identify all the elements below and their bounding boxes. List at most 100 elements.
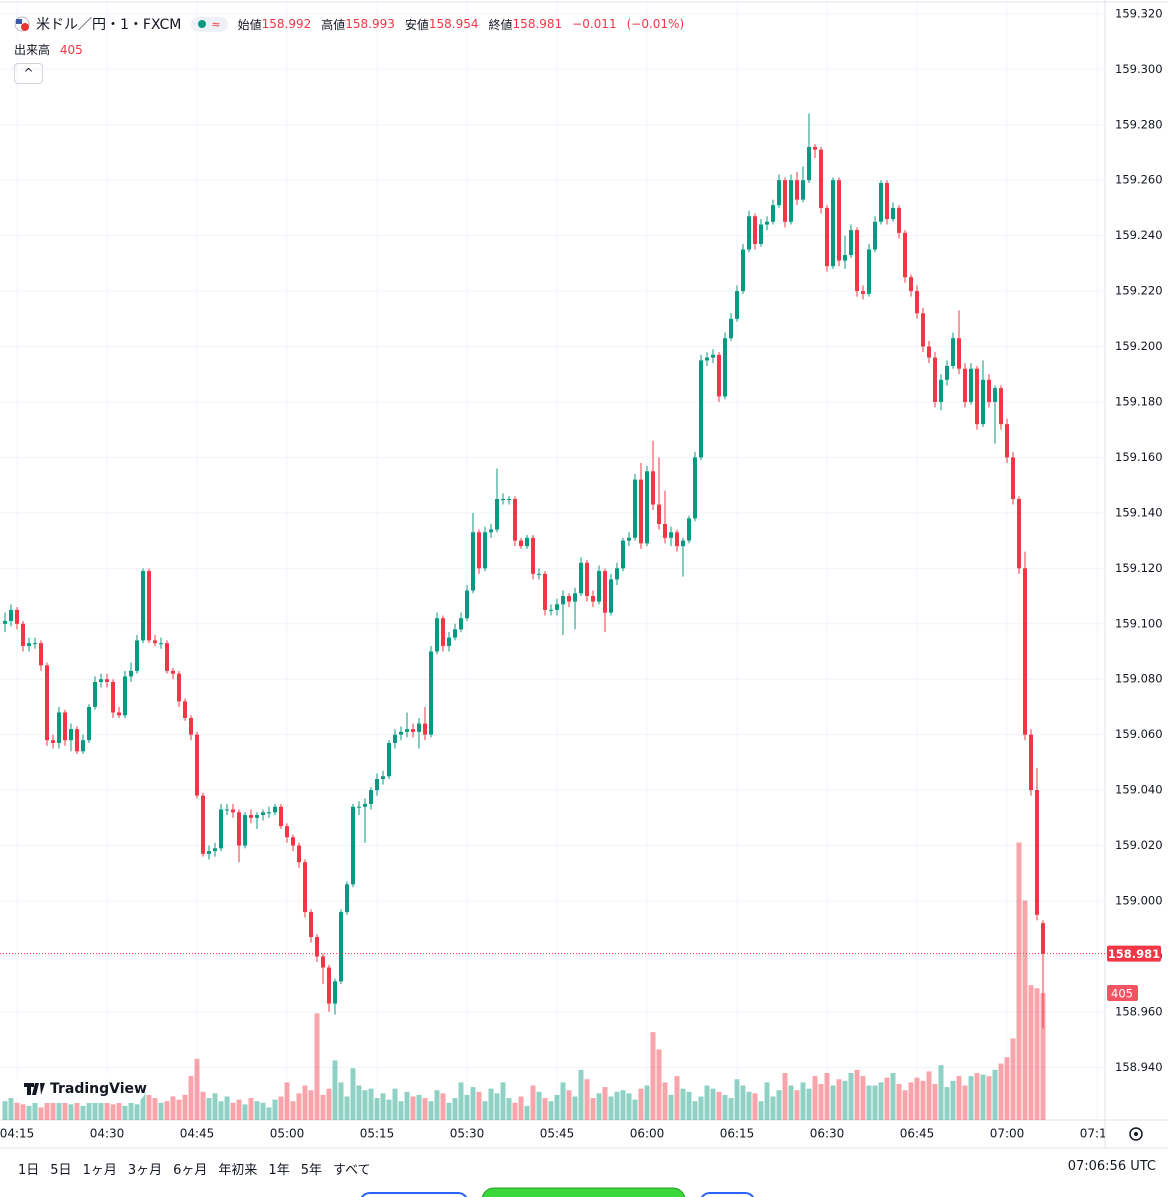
candle-body bbox=[627, 537, 631, 541]
gear[interactable] bbox=[1129, 1127, 1143, 1141]
candle-body bbox=[405, 729, 409, 732]
candle-body bbox=[585, 562, 589, 597]
candle-body bbox=[363, 803, 367, 807]
volume-bar bbox=[530, 1085, 536, 1120]
candle-body bbox=[279, 806, 283, 827]
candle-body bbox=[267, 812, 271, 814]
candle-body bbox=[741, 249, 745, 292]
volume-bar bbox=[860, 1076, 866, 1120]
volume-bar bbox=[362, 1090, 368, 1120]
volume-bar bbox=[50, 1099, 56, 1120]
last-price-box bbox=[1107, 945, 1161, 962]
period-button[interactable]: 6ヶ月 bbox=[173, 1163, 208, 1178]
collapse-button[interactable]: ^ bbox=[14, 63, 43, 84]
volume-bar bbox=[926, 1071, 932, 1120]
x-tick-label: 07:00 bbox=[990, 1127, 1025, 1141]
status-badge[interactable]: ≈ bbox=[191, 16, 228, 32]
volume-bar bbox=[272, 1099, 278, 1120]
y-tick-label: 159.200 bbox=[1115, 339, 1163, 353]
period-button[interactable]: 1ヶ月 bbox=[82, 1163, 117, 1178]
x-tick-label: 06:45 bbox=[900, 1127, 935, 1141]
tab[interactable] bbox=[360, 1192, 468, 1197]
tab[interactable] bbox=[481, 1187, 686, 1197]
candle-body bbox=[231, 809, 235, 813]
volume-bar bbox=[20, 1104, 26, 1120]
candle-body bbox=[609, 579, 613, 613]
gear-center bbox=[1134, 1132, 1138, 1136]
candle-body bbox=[75, 729, 79, 752]
volume-bar bbox=[320, 1094, 326, 1120]
candle-body bbox=[537, 573, 541, 575]
candle-body bbox=[573, 593, 577, 602]
close-label: 終値 bbox=[488, 17, 513, 32]
candle-body bbox=[813, 146, 817, 150]
period-button[interactable]: すべて bbox=[332, 1163, 371, 1178]
candle-body bbox=[1023, 568, 1027, 735]
candles bbox=[0, 113, 1105, 1029]
period-button[interactable]: 3ヶ月 bbox=[127, 1163, 163, 1178]
period-button[interactable]: 1日 bbox=[18, 1163, 40, 1178]
y-tick-label: 159.220 bbox=[1115, 284, 1163, 298]
candle-body bbox=[27, 643, 31, 646]
volume-bar bbox=[620, 1090, 626, 1120]
candle-body bbox=[669, 532, 673, 538]
volume-bar bbox=[674, 1076, 680, 1120]
volume-bar bbox=[962, 1085, 968, 1120]
candle-body bbox=[57, 712, 61, 743]
volume-bar bbox=[644, 1085, 650, 1120]
tab[interactable] bbox=[700, 1192, 755, 1197]
period-button[interactable]: 5年 bbox=[300, 1163, 322, 1178]
candle-body bbox=[789, 180, 793, 222]
x-tick-label: 04:45 bbox=[180, 1127, 215, 1141]
volume-bar bbox=[824, 1072, 830, 1120]
candle-body bbox=[243, 815, 247, 846]
period-button[interactable]: 年初来 bbox=[218, 1163, 258, 1178]
candle-body bbox=[225, 809, 229, 811]
volume-bar bbox=[32, 1101, 38, 1120]
candle-body bbox=[441, 618, 445, 646]
candle-body bbox=[747, 216, 751, 250]
candle-body bbox=[597, 571, 601, 602]
volume-value-box bbox=[1107, 985, 1138, 1001]
volume-bar bbox=[584, 1079, 590, 1120]
volume-bar bbox=[500, 1082, 506, 1120]
x-tick-label: 05:30 bbox=[450, 1127, 485, 1141]
candle-body bbox=[927, 346, 931, 358]
candle-body bbox=[381, 776, 385, 780]
volume-bar bbox=[2, 1101, 8, 1120]
volume-bar bbox=[140, 1090, 146, 1120]
y-tick-label: 159.100 bbox=[1115, 616, 1163, 630]
flag-sun bbox=[21, 23, 29, 31]
candle-body bbox=[939, 379, 943, 402]
high-label: 高値 bbox=[321, 17, 346, 32]
candle-body bbox=[447, 637, 451, 646]
volume-bar bbox=[194, 1058, 200, 1120]
candle-body bbox=[393, 734, 397, 743]
y-tick-label: 159.160 bbox=[1115, 450, 1163, 464]
candle-body bbox=[177, 673, 181, 702]
open-value: 158.992 bbox=[261, 17, 312, 31]
symbol[interactable]: 米ドル／円・1・FXCM bbox=[36, 17, 182, 33]
candle-body bbox=[45, 665, 49, 741]
x-tick-label: 07:15 bbox=[1080, 1127, 1115, 1141]
volume-bar bbox=[956, 1076, 962, 1120]
candle-body bbox=[651, 471, 655, 505]
candle-body bbox=[645, 471, 649, 544]
volume-bar bbox=[554, 1094, 560, 1120]
candle-body bbox=[699, 360, 703, 458]
y-tick-label: 158.940 bbox=[1115, 1060, 1163, 1074]
settings-icon[interactable] bbox=[1129, 1127, 1143, 1141]
candle-body bbox=[195, 734, 199, 796]
period-button[interactable]: 5日 bbox=[50, 1163, 72, 1178]
period-button[interactable]: 1年 bbox=[268, 1163, 290, 1178]
footer: 1日 5日 1ヶ月 3ヶ月 6ヶ月 年初来 1年 5年 すべて 07:06:56 UTC bbox=[0, 1156, 1168, 1180]
volume-bar bbox=[410, 1096, 416, 1120]
bottom-tabs bbox=[360, 1187, 755, 1197]
x-tick-label: 04:30 bbox=[90, 1127, 125, 1141]
volume-bar bbox=[992, 1069, 998, 1120]
volume-bar bbox=[740, 1085, 746, 1120]
candle-body bbox=[825, 207, 829, 267]
candle-body bbox=[213, 848, 217, 852]
y-tick-label: 159.260 bbox=[1115, 173, 1163, 187]
